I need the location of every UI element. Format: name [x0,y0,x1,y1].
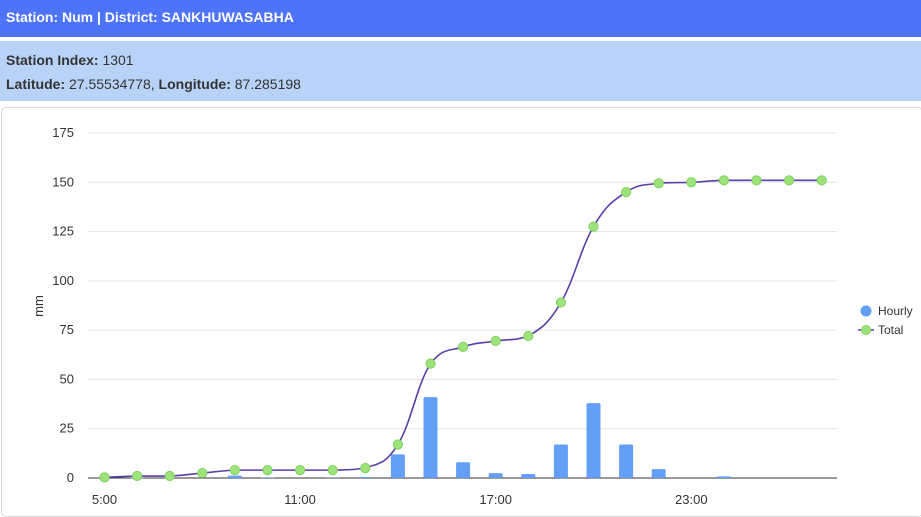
total-point[interactable] [752,176,761,185]
total-point[interactable] [817,176,826,185]
y-tick-label: 150 [52,174,74,189]
x-tick-label: 17:00 [479,492,512,507]
total-point[interactable] [459,342,468,351]
total-series-line [105,180,822,477]
total-points [100,176,826,482]
legend-item-total[interactable]: Total [858,323,903,337]
total-point[interactable] [296,466,305,475]
total-point[interactable] [556,298,565,307]
hourly-bar[interactable] [489,473,503,478]
legend-total-swatch [862,326,871,335]
hourly-bar[interactable] [456,462,470,478]
x-tick-label: 23:00 [675,492,708,507]
hourly-bar[interactable] [619,444,633,478]
total-point[interactable] [654,179,663,188]
total-point[interactable] [263,466,272,475]
hourly-bar[interactable] [228,476,242,478]
hourly-bar[interactable] [261,477,275,478]
x-tick-label: 11:00 [284,492,316,507]
total-point[interactable] [100,473,109,482]
total-point[interactable] [687,178,696,187]
total-point[interactable] [328,466,337,475]
hourly-bars [130,397,731,478]
hourly-bar[interactable] [391,454,405,478]
total-point[interactable] [622,188,631,197]
legend-hourly-label: Hourly [878,304,913,318]
hourly-bar[interactable] [521,474,535,478]
hourly-bar[interactable] [424,397,438,478]
total-point[interactable] [393,440,402,449]
hourly-bar[interactable] [358,477,372,478]
legend-item-hourly[interactable]: Hourly [861,304,913,318]
total-point[interactable] [230,466,239,475]
y-tick-label: 50 [60,371,74,386]
legend-total-label: Total [878,323,903,337]
y-tick-label: 75 [60,322,74,337]
total-point[interactable] [524,331,533,340]
y-axis-label: mm [31,295,46,317]
total-point[interactable] [361,464,370,473]
y-axis-ticks: 0 25 50 75 100 125 150 175 [52,125,74,485]
hourly-bar[interactable] [717,476,731,478]
y-tick-label: 125 [52,224,74,239]
y-tick-label: 100 [52,273,74,288]
chart-legend: Hourly Total [858,304,913,337]
x-axis-ticks: 5:00 11:00 17:00 23:00 [92,492,708,507]
legend-hourly-swatch [861,306,872,317]
total-point[interactable] [719,176,728,185]
total-point[interactable] [198,468,207,477]
x-tick-label: 5:00 [92,492,117,507]
total-point[interactable] [133,471,142,480]
y-tick-label: 0 [67,470,74,485]
total-point[interactable] [589,222,598,231]
total-point[interactable] [165,471,174,480]
total-point[interactable] [785,176,794,185]
hourly-bar[interactable] [652,469,666,478]
y-tick-label: 25 [60,421,74,436]
hourly-bar[interactable] [554,444,568,478]
y-tick-label: 175 [52,125,74,140]
total-point[interactable] [491,336,500,345]
hourly-bar[interactable] [587,403,601,478]
total-point[interactable] [426,359,435,368]
